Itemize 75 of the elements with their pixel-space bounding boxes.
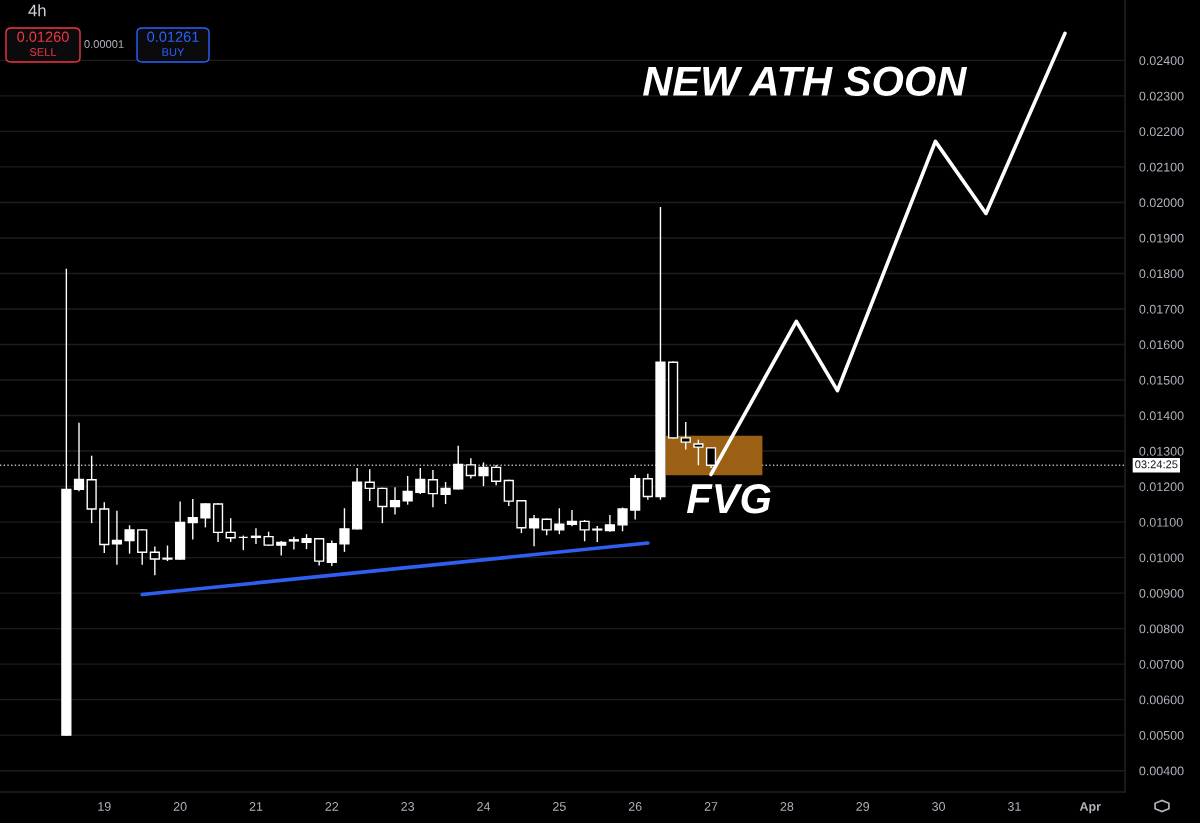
y-tick-label: 0.02400	[1139, 56, 1184, 66]
y-tick-label: 0.01000	[1139, 553, 1184, 563]
candlestick	[465, 458, 476, 479]
annotation: 0.01260	[17, 31, 69, 42]
candlestick	[200, 503, 211, 528]
candlestick	[579, 519, 590, 542]
y-tick-label: 0.02300	[1139, 91, 1184, 101]
y-tick-label: 0.00700	[1139, 659, 1184, 669]
text: 03:24:25	[1135, 460, 1178, 469]
candlestick	[617, 507, 628, 532]
x-tick-label: 24	[477, 802, 491, 811]
annotation: 0.00001	[84, 40, 124, 48]
candlestick	[288, 536, 300, 550]
candlestick	[478, 462, 489, 487]
annotation: 0.01261	[147, 31, 199, 42]
candlestick	[149, 546, 160, 576]
y-tick-label: 0.00600	[1139, 695, 1184, 705]
candlestick	[554, 508, 565, 535]
candlestick	[124, 525, 135, 554]
candlestick	[314, 538, 325, 566]
x-tick-label: 26	[628, 802, 642, 811]
candlestick	[187, 499, 198, 540]
annotation: BUY	[162, 48, 185, 56]
y-tick-label: 0.02200	[1139, 127, 1184, 137]
x-tick-label: 25	[553, 802, 566, 811]
y-tick-label: 0.01600	[1139, 340, 1184, 350]
candlestick	[389, 487, 401, 515]
y-tick-label: 0.01900	[1139, 233, 1184, 243]
y-tick-label: 0.02000	[1139, 198, 1184, 208]
candlestick	[377, 487, 388, 524]
x-tick-label: Apr	[1079, 802, 1101, 814]
annotation: SELL	[29, 48, 57, 56]
x-tick-label: 31	[1007, 802, 1021, 811]
y-tick-label: 0.01300	[1139, 446, 1184, 456]
x-tick-label: 22	[325, 802, 339, 811]
candlestick	[503, 479, 514, 507]
candlestick	[440, 481, 451, 504]
y-tick-label: 0.00500	[1139, 730, 1184, 740]
annotation: FVG	[686, 483, 771, 514]
y-tick-label: 0.00900	[1139, 588, 1184, 598]
candlestick	[604, 514, 616, 532]
y-tick-label: 0.00800	[1139, 624, 1184, 634]
y-tick-label: 0.01800	[1139, 269, 1184, 279]
chart-title: 4h	[28, 4, 46, 17]
x-tick-label: 19	[98, 802, 111, 811]
y-tick-label: 0.02100	[1139, 162, 1184, 172]
series-label: NEW ATH SOON	[643, 66, 968, 96]
candlestick	[680, 421, 691, 450]
candlestick	[73, 422, 85, 492]
candlestick	[137, 529, 148, 565]
y-tick-label: 0.01400	[1139, 411, 1184, 421]
candlestick	[642, 473, 653, 500]
candlestick	[491, 464, 502, 486]
y-tick-label: 0.00400	[1139, 766, 1184, 776]
y-tick-label: 0.01700	[1139, 304, 1184, 314]
x-tick-label: 23	[401, 802, 415, 811]
x-tick-label: 21	[249, 802, 263, 811]
x-tick-label: 30	[932, 802, 946, 811]
x-tick-label: 29	[856, 802, 870, 811]
candlestick	[402, 475, 413, 505]
x-tick-label: 27	[704, 802, 718, 811]
x-tick-label: 20	[173, 802, 187, 811]
candlestick	[566, 510, 578, 527]
candlestick	[415, 468, 426, 495]
candlestick	[225, 518, 236, 542]
candlestick	[364, 469, 375, 502]
candlestick	[693, 439, 704, 466]
candlestick	[326, 540, 337, 567]
y-tick-label: 0.01500	[1139, 375, 1184, 385]
y-tick-label: 0.01100	[1139, 517, 1183, 527]
y-tick-label: 0.01200	[1139, 482, 1184, 492]
candlestick	[528, 514, 540, 547]
candlestick	[339, 508, 350, 552]
candlestick	[427, 469, 439, 508]
x-tick-label: 28	[780, 802, 794, 811]
